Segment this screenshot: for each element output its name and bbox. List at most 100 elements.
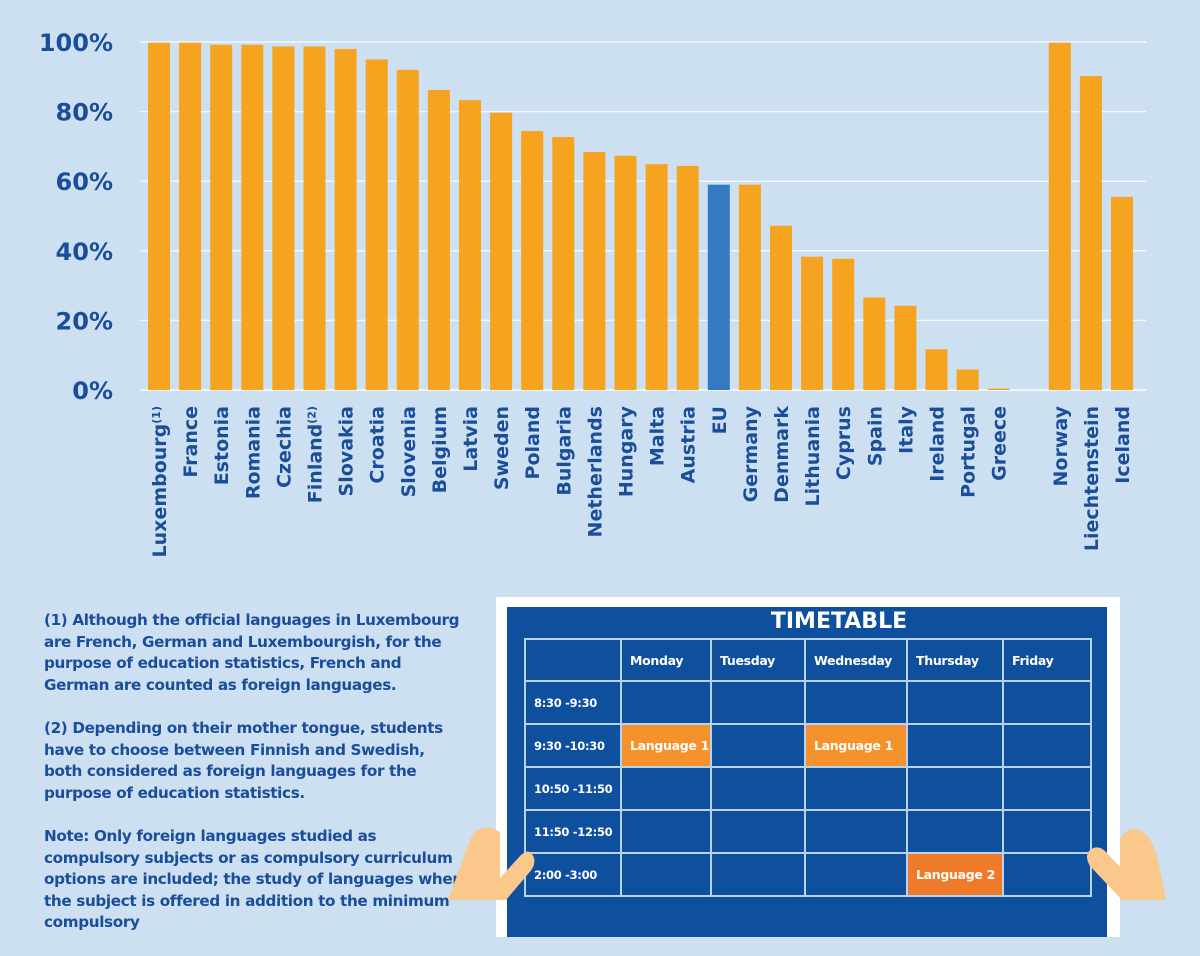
bar-eu bbox=[707, 184, 730, 390]
day-header: Monday bbox=[620, 638, 712, 682]
x-tick-label: EU bbox=[709, 406, 731, 434]
y-tick-label: 40% bbox=[56, 238, 113, 266]
time-slot: 9:30 -10:30 bbox=[524, 723, 622, 768]
y-tick-label: 20% bbox=[56, 307, 113, 335]
timetable-cell bbox=[1002, 723, 1092, 768]
timetable-cell bbox=[804, 680, 908, 725]
y-tick-label: 60% bbox=[56, 168, 113, 196]
timetable-cell bbox=[620, 680, 712, 725]
bar-slovenia bbox=[396, 69, 419, 390]
day-header: Thursday bbox=[906, 638, 1004, 682]
x-tick-label: Czechia bbox=[273, 406, 295, 488]
timetable-cell bbox=[710, 809, 806, 854]
x-tick-label: Lithuania bbox=[802, 406, 824, 506]
x-tick-label: Spain bbox=[864, 406, 886, 466]
timetable-cell bbox=[620, 766, 712, 811]
x-tick-label: Malta bbox=[647, 406, 669, 466]
timetable-cell bbox=[906, 766, 1004, 811]
x-axis-labels: Luxembourg(1) France Estonia Romania Czechia… bbox=[149, 405, 1134, 557]
x-tick-label: Sweden bbox=[491, 406, 513, 490]
x-tick-label: Belgium bbox=[429, 406, 451, 493]
timetable-cell bbox=[1002, 852, 1092, 897]
bar-iceland bbox=[1111, 196, 1133, 390]
y-tick-label: 100% bbox=[39, 29, 113, 57]
day-header: Wednesday bbox=[804, 638, 908, 682]
timetable-corner bbox=[524, 638, 622, 682]
bar-belgium bbox=[427, 90, 450, 391]
x-tick-label: Latvia bbox=[460, 406, 482, 472]
bar-slovakia bbox=[334, 48, 357, 391]
timetable-cell-language-1: Language 1 bbox=[804, 723, 908, 768]
bar-denmark bbox=[770, 225, 792, 390]
y-tick-label: 80% bbox=[56, 99, 113, 127]
bar-norway bbox=[1048, 42, 1071, 391]
x-tick-label: Slovakia bbox=[336, 406, 358, 496]
footnote-1: (1) Although the official languages in L… bbox=[44, 611, 460, 694]
bar-poland bbox=[521, 131, 544, 390]
x-tick-label: Slovenia bbox=[398, 406, 420, 497]
bar-czechia bbox=[272, 46, 295, 391]
y-tick-label: 0% bbox=[72, 377, 113, 405]
timetable-cell bbox=[906, 680, 1004, 725]
x-tick-label: Netherlands bbox=[584, 406, 606, 537]
x-tick-label: Poland bbox=[522, 406, 544, 479]
timetable-cell-language-2: Language 2 bbox=[906, 852, 1004, 897]
time-slot: 2:00 -3:00 bbox=[524, 852, 622, 897]
bar-france bbox=[179, 42, 202, 391]
time-slot: 11:50 -12:50 bbox=[524, 809, 622, 854]
timetable-row: 11:50 -12:50 bbox=[524, 809, 1092, 854]
x-tick-label: Finland(2) bbox=[305, 406, 327, 503]
timetable-title: TIMETABLE bbox=[770, 609, 908, 634]
time-slot: 8:30 -9:30 bbox=[524, 680, 622, 725]
timetable-row: 9:30 -10:30 Language 1 Language 1 bbox=[524, 723, 1092, 768]
timetable-cell bbox=[804, 809, 908, 854]
bar-chart: 0% 20% 40% 60% 80% 100% Luxembourg(1) France Es… bbox=[39, 29, 1146, 557]
timetable-cell bbox=[710, 852, 806, 897]
x-tick-label: Germany bbox=[740, 405, 762, 502]
timetable-grid: Monday Tuesday Wednesday Thursday Friday… bbox=[524, 638, 1092, 897]
timetable-cell bbox=[1002, 680, 1092, 725]
bar-romania bbox=[241, 44, 264, 391]
bar-portugal bbox=[956, 369, 979, 390]
timetable-cell bbox=[804, 852, 908, 897]
bar-latvia bbox=[459, 100, 481, 390]
x-tick-label: Romania bbox=[242, 406, 264, 499]
bar-luxembourg bbox=[148, 42, 170, 391]
bar-estonia bbox=[210, 44, 233, 391]
x-tick-label: France bbox=[180, 406, 202, 478]
timetable-header-row: Monday Tuesday Wednesday Thursday Friday bbox=[524, 638, 1092, 682]
timetable-cell bbox=[1002, 809, 1092, 854]
x-tick-label: Portugal bbox=[958, 406, 980, 498]
timetable-row: 10:50 -11:50 bbox=[524, 766, 1092, 811]
timetable-cell bbox=[906, 723, 1004, 768]
bar-hungary bbox=[614, 155, 637, 390]
bar-ireland bbox=[925, 349, 948, 390]
bar-croatia bbox=[365, 59, 388, 391]
timetable-cell bbox=[710, 723, 806, 768]
x-tick-label: Croatia bbox=[367, 406, 389, 484]
y-axis-ticks: 0% 20% 40% 60% 80% 100% bbox=[39, 29, 113, 405]
x-tick-label: Hungary bbox=[616, 405, 638, 497]
bar-austria bbox=[676, 165, 699, 390]
bar-liechtenstein bbox=[1079, 76, 1102, 390]
bar-bulgaria bbox=[552, 137, 575, 390]
day-header: Tuesday bbox=[710, 638, 806, 682]
bar-finland bbox=[303, 46, 326, 391]
x-tick-label: Liechtenstein bbox=[1081, 406, 1103, 551]
x-tick-label: Austria bbox=[678, 406, 700, 483]
bar-spain bbox=[863, 297, 886, 390]
timetable-cell-language-1: Language 1 bbox=[620, 723, 712, 768]
x-tick-label: Bulgaria bbox=[553, 406, 575, 496]
x-tick-label: Ireland bbox=[927, 406, 949, 482]
x-tick-label: Iceland bbox=[1112, 406, 1134, 484]
bar-italy bbox=[894, 305, 917, 390]
bar-lithuania bbox=[801, 256, 824, 390]
x-tick-label: Norway bbox=[1050, 405, 1072, 486]
x-tick-label: Cyprus bbox=[833, 406, 855, 480]
bar-malta bbox=[645, 164, 668, 390]
bar-cyprus bbox=[832, 258, 855, 390]
timetable-cell bbox=[620, 852, 712, 897]
footnote-2: (2) Depending on their mother tongue, st… bbox=[44, 718, 443, 802]
x-tick-label: Denmark bbox=[771, 406, 793, 503]
x-tick-label: Italy bbox=[895, 405, 917, 453]
